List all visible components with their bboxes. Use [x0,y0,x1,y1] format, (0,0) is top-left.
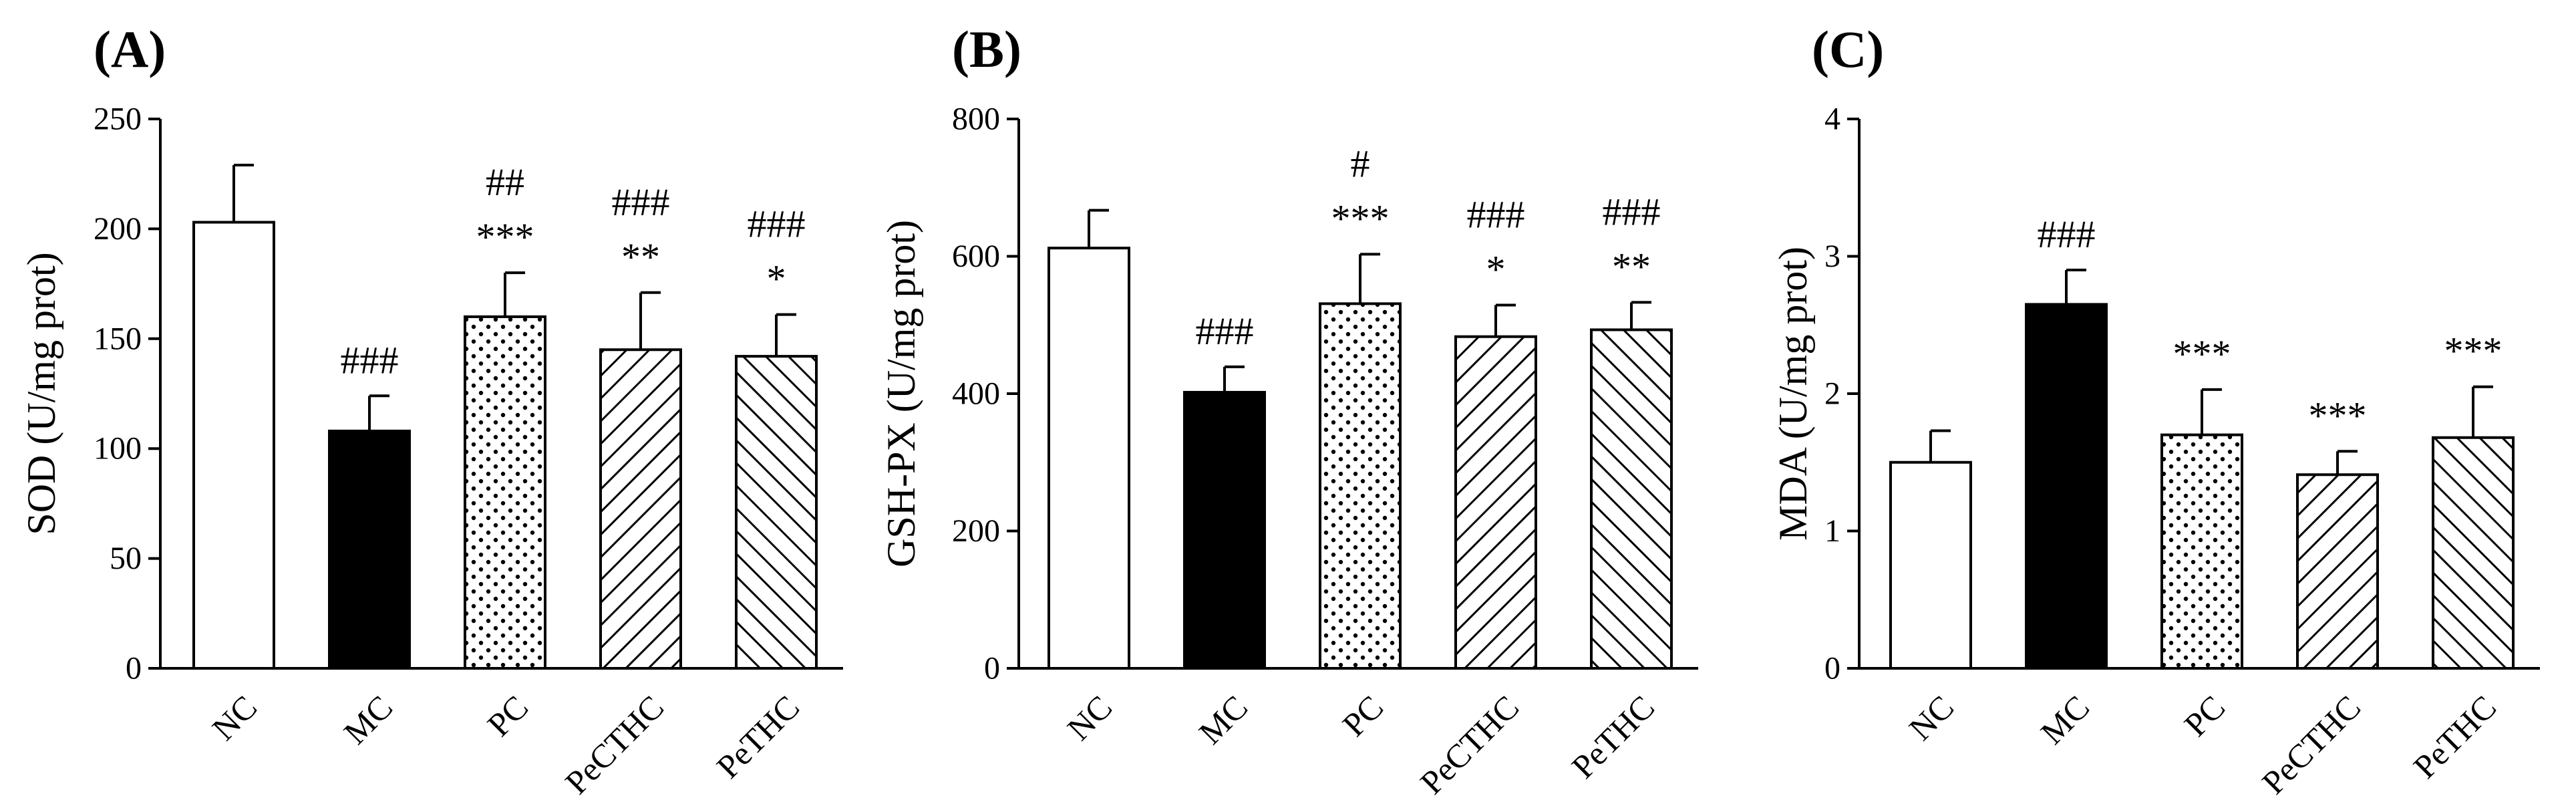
bar-pethc [2432,436,2515,670]
y-tick-label: 800 [952,102,1000,137]
bar-pethc [735,355,818,670]
y-tick-label: 250 [94,102,142,137]
y-tick-label: 0 [984,651,1000,686]
y-tick-label: 150 [94,321,142,356]
x-tick-label: NC [205,688,265,748]
x-tick-label: PC [1335,688,1390,744]
x-tick-label: NC [1060,688,1120,748]
y-tick-label: 0 [1824,651,1840,686]
significance-mark: ### [2038,213,2096,256]
y-tick-label: 4 [1824,102,1840,137]
significance-mark: ### [1467,192,1525,236]
bar-pecthc [1454,335,1537,670]
y-tick-label: 100 [94,431,142,466]
y-axis-title-c: MDA (U/mg prot) [1771,247,1815,541]
y-tick-label: 1 [1824,513,1840,549]
x-tick-label: MC [2034,688,2097,752]
y-axis-title-b: GSH-PX (U/mg prot) [879,220,923,567]
y-tick-label: 600 [952,239,1000,274]
x-tick-label: MC [337,688,400,752]
significance-mark: *** [2444,329,2503,373]
significance-mark: * [767,257,786,301]
significance-mark: ** [621,235,660,279]
x-tick-label: PeTHC [1565,688,1662,786]
significance-mark: ### [1603,190,1661,233]
bar-pc [2160,433,2243,670]
bar-mc [2025,303,2108,670]
y-tick-label: 50 [110,541,142,576]
x-tick-label: PC [480,688,535,744]
significance-mark: *** [2173,332,2231,376]
bar-mc [1183,390,1266,670]
x-tick-label: NC [1902,688,1961,748]
panel-label-b: (B) [952,20,1021,78]
y-tick-label: 200 [94,211,142,247]
x-tick-label: PeTHC [2406,688,2504,786]
bar-pc [464,315,546,670]
significance-mark: *** [476,215,534,259]
x-tick-label: PeCTHC [1413,688,1526,801]
significance-mark: ### [748,203,806,246]
x-tick-label: MC [1192,688,1255,752]
significance-mark: # [1351,142,1370,185]
y-tick-label: 3 [1824,239,1840,274]
significance-mark: * [1486,247,1506,291]
significance-mark: *** [1331,196,1390,240]
significance-mark: ### [612,180,670,224]
significance-mark: ### [1196,309,1254,353]
significance-mark: ### [341,338,399,382]
x-tick-label: PeCTHC [558,688,671,801]
bar-mc [328,429,411,670]
panel-label-c: (C) [1812,20,1884,78]
x-tick-label: PC [2177,688,2232,744]
bar-pethc [1590,328,1673,670]
bar-nc [1048,247,1130,670]
y-axis-title-a: SOD (U/mg prot) [19,252,63,535]
significance-mark: ## [486,160,524,204]
x-tick-label: PeTHC [709,688,807,786]
significance-mark: *** [2309,394,2367,437]
panel-c: (C) MDA (U/mg prot) 0 1 2 3 4 NC MC ### PC *** PeCTH… [1771,20,2540,801]
bar-pecthc [2296,473,2379,670]
y-tick-label: 400 [952,376,1000,412]
significance-mark: ** [1612,245,1651,288]
y-tick-label: 0 [126,651,142,686]
bar-pecthc [599,348,682,670]
y-tick-label: 200 [952,513,1000,549]
bar-pc [1319,302,1402,670]
y-tick-label: 2 [1824,376,1840,412]
bar-nc [1889,460,1972,670]
bar-nc [192,221,275,670]
panel-label-a: (A) [94,20,166,78]
x-tick-label: PeCTHC [2255,688,2368,801]
